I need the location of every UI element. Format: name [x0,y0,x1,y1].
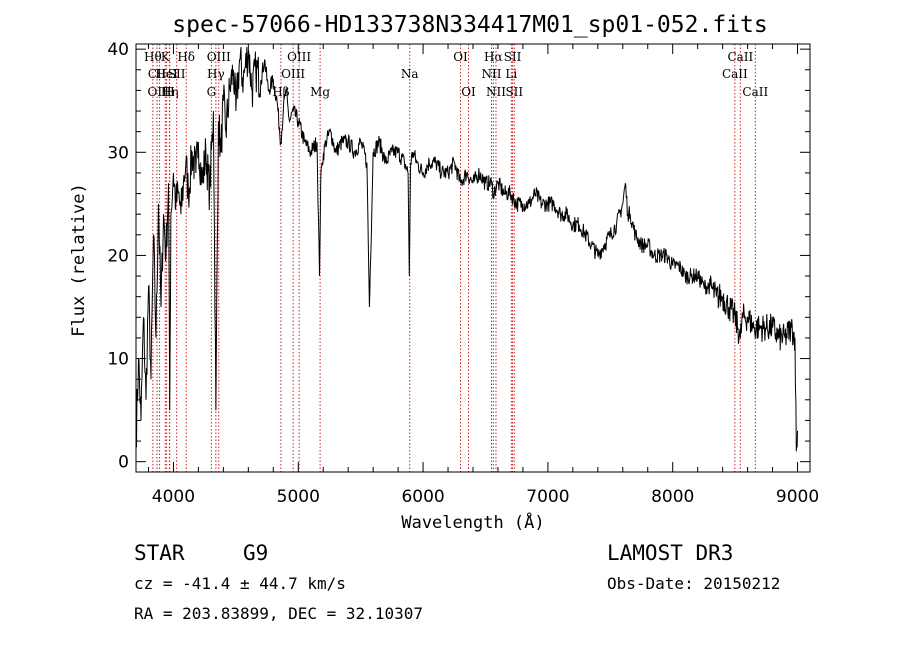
line-label-16: Na [401,67,419,81]
line-label-20: Hα [484,50,503,64]
x-tick-label-2: 6000 [401,487,444,507]
object-class: STAR [134,541,185,565]
x-tick-label-0: 4000 [152,487,195,507]
line-label-15: Mg [310,85,330,99]
line-label-26: CaII [727,50,753,64]
object-subclass: G9 [243,541,268,565]
x-axis-ticks: 4000 5000 6000 7000 8000 9000 [147,44,819,507]
y-tick-label-4: 40 [107,40,129,60]
line-label-25: CaII [722,67,748,81]
line-label-14: OIII [287,50,311,64]
survey-name: LAMOST DR3 [607,541,733,565]
line-label-6: H [164,85,174,99]
line-label-4: HeI [155,67,178,81]
line-label-18: OI [461,85,476,99]
line-label-3: K [161,50,171,64]
line-label-22: Li [505,67,517,81]
y-tick-label-3: 30 [107,143,129,163]
line-label-13: OIII [281,67,305,81]
y-tick-label-2: 20 [107,246,129,266]
line-label-23: SII [504,50,522,64]
line-label-19: NII [481,67,501,81]
x-tick-label-3: 7000 [526,487,569,507]
line-label-5: Hη [161,85,179,99]
x-tick-label-1: 5000 [277,487,320,507]
line-label-11: OIII [207,50,231,64]
x-axis-label: Wavelength (Å) [401,511,544,533]
y-axis-label: Flux (relative) [69,183,89,337]
line-label-10: Hγ [207,67,225,81]
line-label-17: OI [453,50,468,64]
line-label-0: Hθ [144,50,162,64]
plot-frame [135,43,811,473]
y-tick-label-1: 10 [107,350,129,370]
coordinates-readout: RA = 203.83899, DEC = 32.10307 [134,604,423,623]
line-label-24: SII [505,85,523,99]
spectral-line-labels: HθCIIOIIIKHeIHηHSIIHδGHγOIIIHβOIIIOIIIMg… [144,50,768,99]
line-label-2: OIII [148,85,172,99]
line-label-8: Hδ [177,50,195,64]
line-label-21: NII [486,85,506,99]
x-tick-label-5: 9000 [776,487,819,507]
line-label-9: G [207,85,217,99]
y-axis-ticks: 0 10 20 30 40 [107,40,810,473]
line-label-27: CaII [742,85,768,99]
line-label-1: CII [148,67,167,81]
line-label-7: SII [168,67,186,81]
redshift-readout: cz = -41.4 ± 44.7 km/s [134,574,346,593]
y-tick-label-0: 0 [118,453,129,473]
chart-title: spec-57066-HD133738N334417M01_sp01-052.f… [172,12,767,38]
x-tick-label-4: 8000 [651,487,694,507]
observation-date: Obs-Date: 20150212 [607,574,780,593]
spectrum-line [135,46,798,452]
